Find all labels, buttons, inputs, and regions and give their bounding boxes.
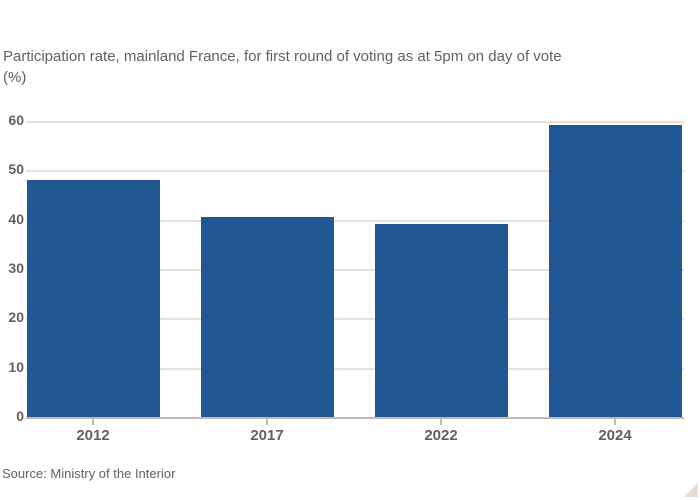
- gridline-50: [26, 170, 684, 173]
- bar-2017: [200, 216, 334, 418]
- y-axis-label-10: 10: [8, 358, 24, 375]
- chart-unit-label: (%): [3, 69, 27, 86]
- x-axis-tick-2012: [92, 418, 94, 425]
- corner-triangle-icon: [684, 483, 698, 497]
- chart-title: Participation rate, mainland France, for…: [3, 48, 562, 65]
- x-axis-tick-2017: [266, 418, 268, 425]
- x-axis-baseline: [26, 416, 684, 419]
- x-axis-label-2012: 2012: [76, 427, 110, 444]
- bar-2012: [26, 179, 160, 418]
- y-axis-label-60: 60: [8, 112, 24, 128]
- y-axis-label-30: 30: [8, 260, 24, 276]
- gridline-30: [26, 269, 684, 271]
- gridline-20: [26, 318, 684, 321]
- y-axis-label-0: 0: [16, 408, 24, 424]
- bar-2024: [548, 125, 682, 418]
- x-axis-label-2022: 2022: [424, 427, 458, 444]
- gridline-60: [26, 121, 684, 123]
- x-axis-label-2024: 2024: [598, 427, 632, 444]
- y-axis-label-20: 20: [8, 309, 24, 326]
- plot-area: [26, 121, 684, 419]
- gridline-40: [26, 219, 684, 222]
- x-axis-tick-2022: [440, 418, 442, 425]
- bar-2022: [374, 223, 508, 418]
- y-axis-label-50: 50: [8, 161, 24, 178]
- gridline-10: [26, 367, 684, 370]
- x-axis-tick-2024: [614, 418, 616, 425]
- y-axis-label-40: 40: [8, 210, 24, 227]
- source-label: Source: Ministry of the Interior: [2, 466, 176, 481]
- x-axis-label-2017: 2017: [250, 427, 284, 444]
